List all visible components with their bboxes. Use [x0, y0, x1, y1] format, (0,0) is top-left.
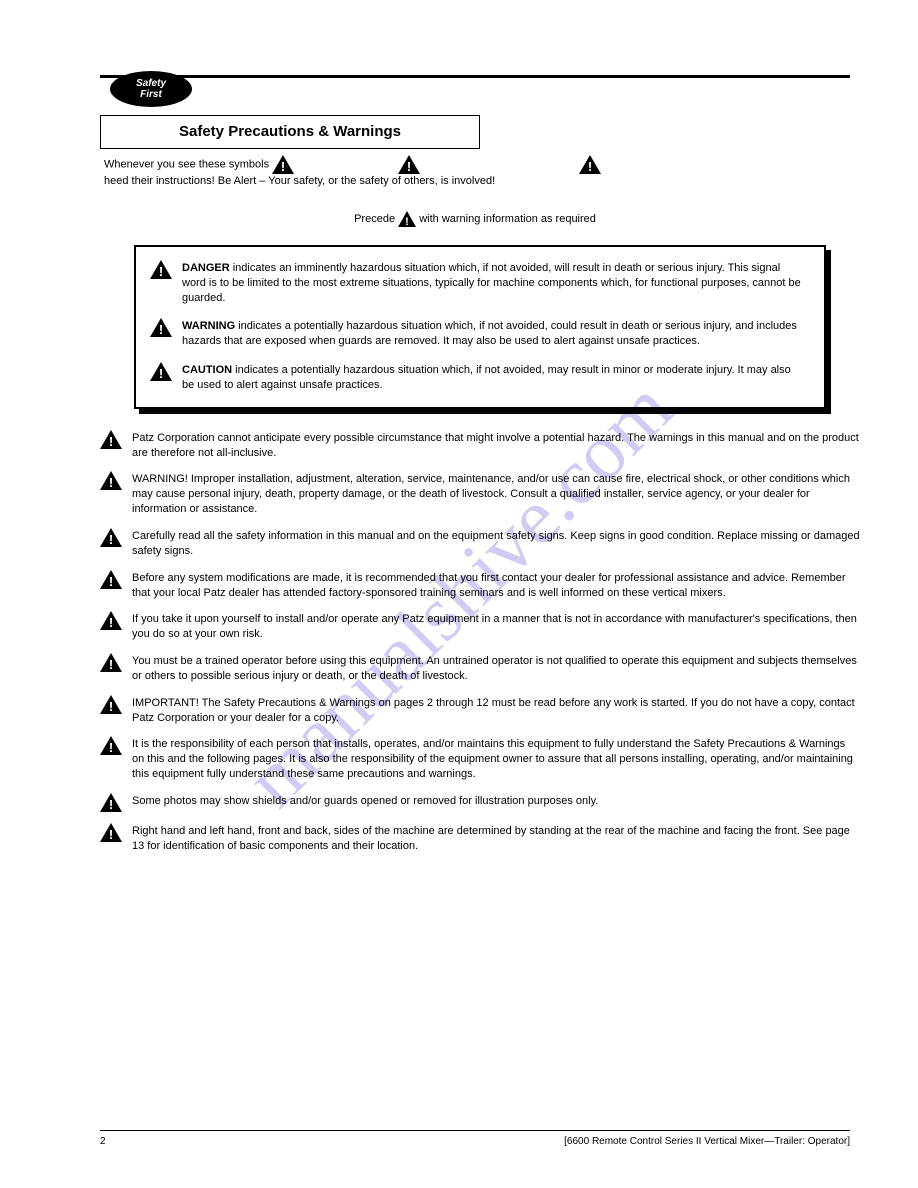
intro-line-2: Precede ! with warning information as re… [100, 211, 850, 227]
list-item-text: Some photos may show shields and/or guar… [132, 794, 860, 809]
footer-title: [6600 Remote Control Series II Vertical … [564, 1135, 850, 1149]
list-item-text: You must be a trained operator before us… [132, 654, 860, 684]
list-item: ! You must be a trained operator before … [100, 654, 860, 684]
intro-text-after: heed their instructions! Be Alert – Your… [104, 175, 495, 187]
warning-text: WARNING indicates a potentially hazardou… [182, 319, 806, 349]
alert-icon: ! [398, 211, 416, 227]
list-item-text: Patz Corporation cannot anticipate every… [132, 431, 860, 461]
svg-text:!: ! [109, 740, 113, 755]
svg-text:!: ! [109, 827, 113, 842]
list-item: ! Right hand and left hand, front and ba… [100, 824, 860, 854]
alert-icon: ! [100, 611, 122, 630]
alert-icon: ! [150, 260, 172, 279]
page-header: Safety First Safety Precautions & Warnin… [100, 75, 850, 119]
list-item: ! WARNING! Improper installation, adjust… [100, 472, 860, 517]
alert-icon: ! [100, 793, 122, 812]
list-item: ! Before any system modifications are ma… [100, 571, 860, 601]
svg-text:!: ! [159, 264, 163, 279]
list-item-text: Carefully read all the safety informatio… [132, 529, 860, 559]
list-item: ! It is the responsibility of each perso… [100, 737, 860, 782]
svg-text:!: ! [109, 797, 113, 812]
svg-text:!: ! [405, 216, 409, 227]
svg-text:!: ! [109, 657, 113, 672]
svg-text:!: ! [109, 699, 113, 714]
alert-icon: ! [150, 318, 172, 337]
alert-icon: ! [100, 823, 122, 842]
list-item: ! IMPORTANT! The Safety Precautions & Wa… [100, 696, 860, 726]
danger-label: DANGER [182, 262, 230, 274]
page-content: Safety First Safety Precautions & Warnin… [100, 42, 850, 1148]
alert-icon: ! [150, 362, 172, 381]
alert-icon: ! [272, 155, 294, 174]
list-item-text: IMPORTANT! The Safety Precautions & Warn… [132, 696, 860, 726]
svg-text:!: ! [109, 434, 113, 449]
svg-text:!: ! [281, 159, 285, 174]
list-item-text: Before any system modifications are made… [132, 571, 860, 601]
oval-line2: First [110, 89, 192, 100]
list-item-text: WARNING! Improper installation, adjustme… [132, 472, 860, 517]
alert-icon: ! [100, 430, 122, 449]
caution-text: CAUTION indicates a potentially hazardou… [182, 363, 806, 393]
list-item-text: Right hand and left hand, front and back… [132, 824, 860, 854]
alert-icon: ! [579, 155, 601, 174]
alert-icon: ! [100, 695, 122, 714]
alert-icon: ! [100, 570, 122, 589]
alert-icon: ! [100, 653, 122, 672]
intro2-before: Precede [354, 213, 395, 225]
danger-row: ! DANGER indicates an imminently hazardo… [150, 261, 806, 306]
danger-body: indicates an imminently hazardous situat… [182, 262, 801, 304]
warning-row: ! WARNING indicates a potentially hazard… [150, 319, 806, 349]
svg-text:!: ! [109, 615, 113, 630]
intro2-after: with warning information as required [419, 213, 596, 225]
danger-text: DANGER indicates an imminently hazardous… [182, 261, 806, 306]
list-item: ! Some photos may show shields and/or gu… [100, 794, 860, 812]
title-box: Safety Precautions & Warnings [100, 115, 480, 149]
warning-list: ! Patz Corporation cannot anticipate eve… [100, 431, 860, 854]
caution-body: indicates a potentially hazardous situat… [182, 364, 791, 391]
list-item: ! Carefully read all the safety informat… [100, 529, 860, 559]
svg-text:!: ! [159, 322, 163, 337]
svg-text:!: ! [109, 475, 113, 490]
list-item-text: It is the responsibility of each person … [132, 737, 860, 782]
warning-label: WARNING [182, 320, 235, 332]
svg-text:!: ! [109, 574, 113, 589]
safety-first-oval: Safety First [110, 71, 192, 107]
list-item: ! If you take it upon yourself to instal… [100, 612, 860, 642]
alert-icon: ! [100, 528, 122, 547]
list-item-text: If you take it upon yourself to install … [132, 612, 860, 642]
alert-icon: ! [398, 155, 420, 174]
caution-label: CAUTION [182, 364, 232, 376]
svg-text:!: ! [109, 532, 113, 547]
alert-icon: ! [100, 736, 122, 755]
page-footer: 2 [6600 Remote Control Series II Vertica… [100, 1130, 850, 1149]
svg-text:!: ! [588, 159, 592, 174]
intro-text-before: Whenever you see these symbols [104, 158, 269, 170]
header-rule [100, 75, 850, 78]
caution-row: ! CAUTION indicates a potentially hazard… [150, 363, 806, 393]
warning-body: indicates a potentially hazardous situat… [182, 320, 797, 347]
oval-line1: Safety [110, 78, 192, 89]
list-item: ! Patz Corporation cannot anticipate eve… [100, 431, 860, 461]
svg-text:!: ! [159, 366, 163, 381]
intro-line-1: Whenever you see these symbols ! ! ! hee… [100, 155, 850, 189]
alert-icon: ! [100, 471, 122, 490]
page-number: 2 [100, 1135, 106, 1149]
signal-word-box: ! DANGER indicates an imminently hazardo… [134, 245, 826, 409]
svg-text:!: ! [407, 159, 411, 174]
